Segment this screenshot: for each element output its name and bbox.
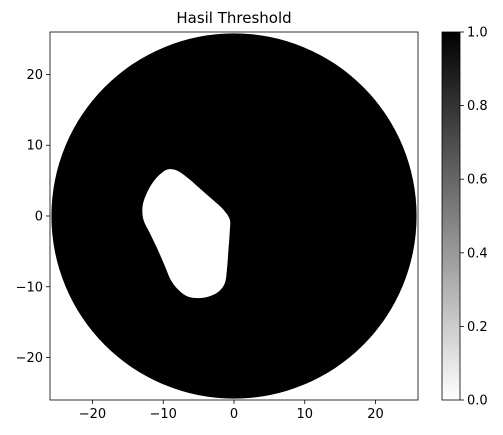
threshold-disk: [51, 33, 417, 399]
x-tick-label: 0: [230, 407, 238, 422]
x-tick-label: 10: [296, 407, 313, 422]
threshold-hole: [142, 169, 231, 299]
colorbar-ticks: 0.0 0.2 0.4 0.6 0.8 1.0: [460, 26, 488, 409]
y-tick-label: 20: [26, 68, 43, 83]
x-axis: −20 −10 0 10 20: [79, 400, 384, 422]
y-tick-label: 10: [26, 139, 43, 154]
colorbar-tick-label: 0.2: [467, 320, 488, 335]
colorbar-tick-label: 0.4: [467, 246, 488, 261]
y-tick-label: −10: [16, 280, 43, 295]
colorbar-tick-label: 0.0: [467, 394, 488, 409]
x-tick-label: −20: [79, 407, 106, 422]
y-tick-label: 0: [35, 210, 43, 225]
y-tick-label: −20: [16, 351, 43, 366]
x-tick-label: −10: [150, 407, 177, 422]
y-axis: −20 −10 0 10 20: [16, 68, 50, 366]
colorbar-tick-label: 0.8: [467, 99, 488, 114]
colorbar-gradient: [442, 32, 460, 400]
colorbar-tick-label: 1.0: [467, 26, 488, 41]
colorbar: 0.0 0.2 0.4 0.6 0.8 1.0: [441, 26, 488, 409]
plot-area: [49, 31, 419, 401]
chart-title: Hasil Threshold: [176, 9, 291, 27]
colorbar-frame: [441, 31, 461, 401]
x-tick-label: 20: [367, 407, 384, 422]
colorbar-tick-label: 0.6: [467, 173, 488, 188]
